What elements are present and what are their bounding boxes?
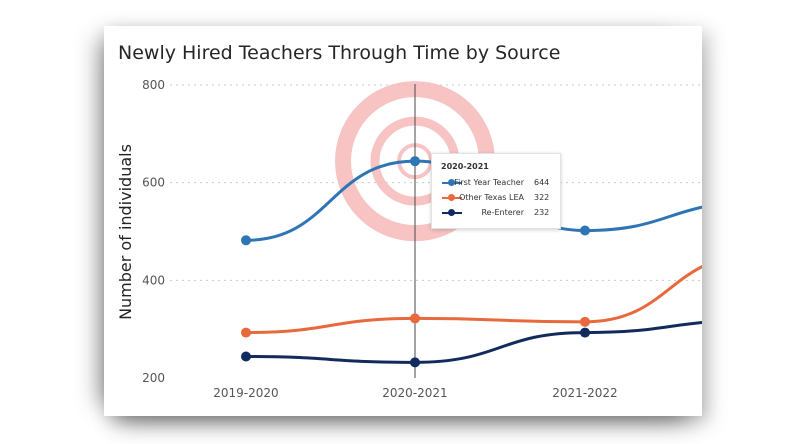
tooltip-row: First Year Teacher 644 <box>432 177 560 189</box>
data-point <box>241 235 251 246</box>
data-point <box>580 327 590 338</box>
data-point <box>750 250 760 260</box>
tooltip-label: First Year Teacher <box>454 178 524 187</box>
x-tick-label: 2019-2020 <box>213 386 278 400</box>
tooltip-value: 232 <box>534 208 550 217</box>
series-group <box>241 156 760 368</box>
x-tick-label: 2021-2022 <box>552 386 617 400</box>
tooltip-row: Re-Enterer 232 <box>432 207 560 219</box>
tooltip-value: 644 <box>534 178 550 187</box>
data-point <box>580 225 590 236</box>
y-axis-label: Number of individuals <box>116 144 135 320</box>
y-tick-label: 200 <box>142 371 165 385</box>
tooltip-value: 322 <box>534 193 550 202</box>
y-tick-label: 800 <box>142 78 165 92</box>
y-tick-label: 400 <box>142 273 165 287</box>
tooltip-label: Re-Enterer <box>481 208 524 217</box>
data-point <box>241 351 251 362</box>
tooltip-title: 2020-2021 <box>441 162 489 171</box>
y-tick-label: 600 <box>142 176 165 190</box>
data-point <box>580 316 590 327</box>
data-point <box>750 197 760 207</box>
series-line <box>245 321 702 364</box>
data-point <box>410 357 420 368</box>
data-point <box>410 156 420 167</box>
data-point <box>241 327 251 338</box>
tooltip: 2020-2021 First Year Teacher 644 Other T… <box>431 153 561 229</box>
x-tick-label: 2020-2021 <box>382 386 447 400</box>
tooltip-label: Other Texas LEA <box>459 193 524 202</box>
data-point <box>750 315 760 325</box>
tooltip-row: Other Texas LEA 322 <box>432 192 560 204</box>
chart-title: Newly Hired Teachers Through Time by Sou… <box>118 42 561 64</box>
data-point <box>410 313 420 324</box>
series-line <box>245 265 702 335</box>
